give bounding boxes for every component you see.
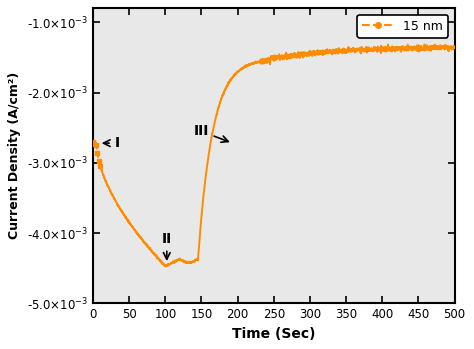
Y-axis label: Current Density (A/cm²): Current Density (A/cm²)	[9, 72, 21, 239]
Text: I: I	[103, 136, 120, 150]
Text: II: II	[162, 232, 172, 259]
X-axis label: Time (Sec): Time (Sec)	[232, 327, 316, 341]
Legend: 15 nm: 15 nm	[357, 15, 448, 38]
Text: III: III	[193, 124, 228, 142]
